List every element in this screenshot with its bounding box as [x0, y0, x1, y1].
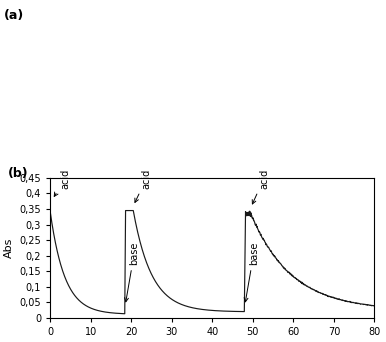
Text: base: base [244, 242, 259, 302]
Text: acid: acid [135, 169, 151, 202]
Y-axis label: Abs: Abs [4, 238, 14, 258]
Text: (a): (a) [4, 9, 24, 22]
Text: acid: acid [54, 169, 70, 196]
Text: acid: acid [252, 169, 269, 204]
Text: base: base [125, 242, 139, 302]
Text: (b): (b) [8, 167, 29, 180]
